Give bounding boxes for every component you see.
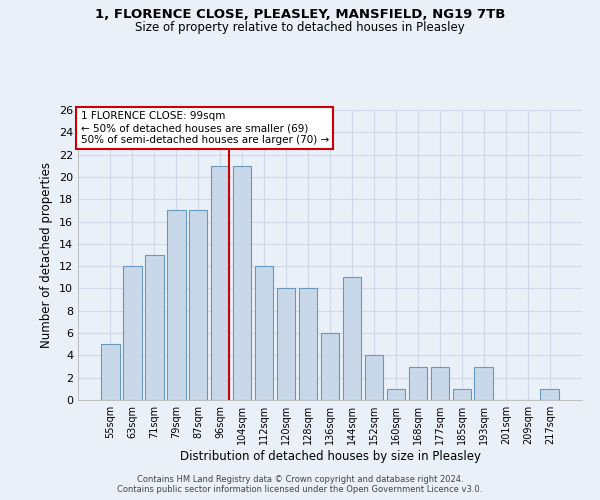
Text: Contains public sector information licensed under the Open Government Licence v3: Contains public sector information licen…: [118, 485, 482, 494]
Bar: [189, 210, 208, 400]
Bar: [233, 166, 251, 400]
Bar: [431, 366, 449, 400]
Bar: [343, 278, 361, 400]
Bar: [409, 366, 427, 400]
Bar: [255, 266, 274, 400]
Bar: [101, 344, 119, 400]
Bar: [277, 288, 295, 400]
Bar: [365, 356, 383, 400]
Bar: [475, 366, 493, 400]
Bar: [167, 210, 185, 400]
Bar: [320, 333, 340, 400]
Bar: [452, 389, 471, 400]
Text: 1 FLORENCE CLOSE: 99sqm
← 50% of detached houses are smaller (69)
50% of semi-de: 1 FLORENCE CLOSE: 99sqm ← 50% of detache…: [80, 112, 329, 144]
Bar: [541, 389, 559, 400]
Bar: [211, 166, 229, 400]
Text: 1, FLORENCE CLOSE, PLEASLEY, MANSFIELD, NG19 7TB: 1, FLORENCE CLOSE, PLEASLEY, MANSFIELD, …: [95, 8, 505, 20]
Y-axis label: Number of detached properties: Number of detached properties: [40, 162, 53, 348]
Text: Size of property relative to detached houses in Pleasley: Size of property relative to detached ho…: [135, 21, 465, 34]
Bar: [386, 389, 405, 400]
X-axis label: Distribution of detached houses by size in Pleasley: Distribution of detached houses by size …: [179, 450, 481, 463]
Text: Contains HM Land Registry data © Crown copyright and database right 2024.: Contains HM Land Registry data © Crown c…: [137, 475, 463, 484]
Bar: [123, 266, 142, 400]
Bar: [299, 288, 317, 400]
Bar: [145, 255, 164, 400]
